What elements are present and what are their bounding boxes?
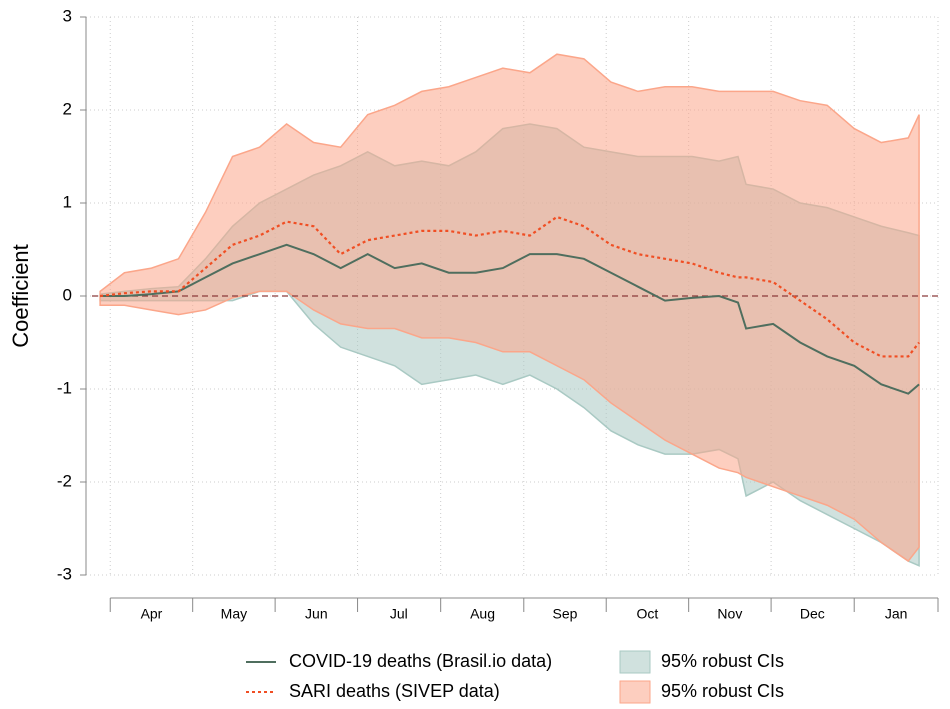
series-line [99, 215, 920, 358]
y-tick-label: 3 [63, 6, 72, 25]
x-tick-label: Aug [470, 606, 495, 622]
legend-swatch [619, 680, 651, 704]
y-tick-label: -1 [57, 378, 72, 397]
legend-label: COVID-19 deaths (Brasil.io data) [289, 651, 552, 671]
x-tick-label: Dec [800, 606, 825, 622]
legend-label: 95% robust CIs [661, 681, 784, 701]
x-tick-label: Jul [390, 606, 408, 622]
y-tick-label: -3 [57, 564, 72, 583]
y-axis-label: Coefficient [8, 244, 33, 348]
y-tick-label: 0 [63, 285, 72, 304]
x-tick-label: Apr [141, 606, 163, 622]
y-tick-label: 1 [63, 192, 72, 211]
bands [99, 53, 920, 567]
ci-band [99, 53, 920, 563]
x-tick-label: Jun [305, 606, 328, 622]
x-tick-label: Oct [637, 606, 659, 622]
x-tick-label: Nov [717, 606, 742, 622]
x-tick-label: May [221, 606, 247, 622]
series-line [100, 243, 920, 395]
y-tick-label: 2 [63, 99, 72, 118]
x-tick-label: Sep [553, 606, 578, 622]
x-tick-label: Jan [885, 606, 908, 622]
legend-label: SARI deaths (SIVEP data) [289, 681, 500, 701]
legend-label: 95% robust CIs [661, 651, 784, 671]
legend-swatch [619, 650, 651, 674]
y-tick-label: -2 [57, 471, 72, 490]
